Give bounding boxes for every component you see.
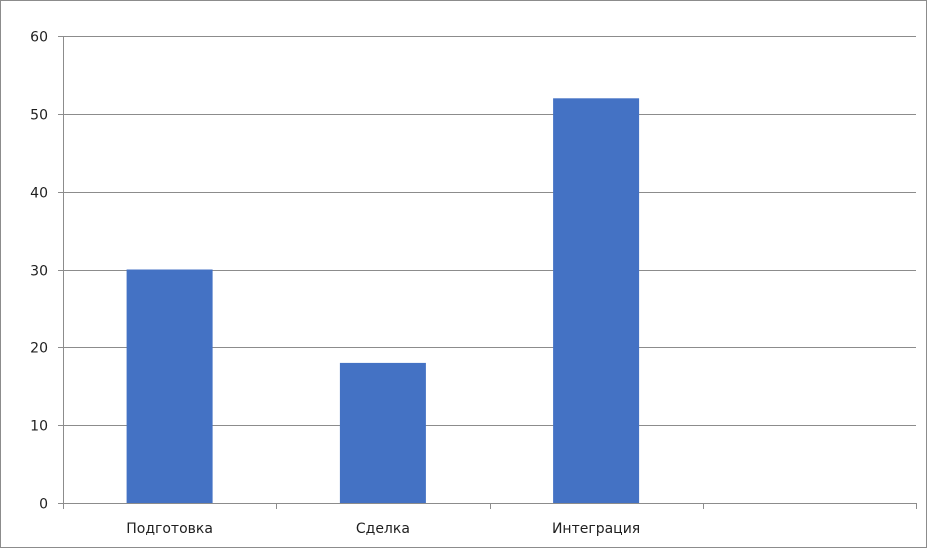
y-tick-label-50: 50 [30, 108, 48, 124]
axes [58, 36, 917, 509]
x-tick-label-1: Подготовка [126, 521, 213, 537]
x-axis-ticks: Подготовка Сделка Интеграция [126, 521, 640, 537]
y-tick-label-40: 40 [30, 186, 48, 202]
x-tick-label-2: Сделка [356, 521, 410, 537]
y-tick-label-0: 0 [39, 497, 48, 513]
x-tick-label-3: Интеграция [552, 521, 640, 537]
bar-1 [126, 269, 213, 503]
y-tick-label-10: 10 [30, 419, 48, 435]
y-axis-ticks: 0 10 20 30 40 50 60 [30, 30, 48, 513]
bar-series [126, 98, 640, 504]
y-tick-label-60: 60 [30, 30, 48, 46]
y-tick-label-20: 20 [30, 341, 48, 357]
y-tick-label-30: 30 [30, 264, 48, 280]
bar-3 [553, 98, 640, 504]
bar-2 [339, 362, 426, 503]
